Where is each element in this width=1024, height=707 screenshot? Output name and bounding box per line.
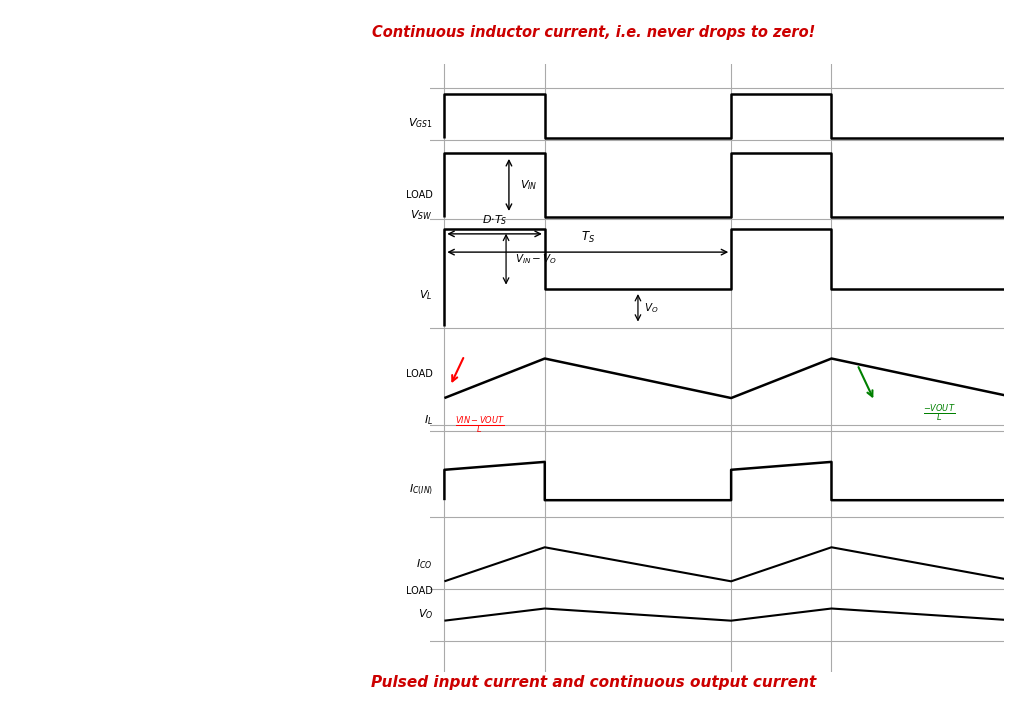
Text: $D{\cdot}T_S$: $D{\cdot}T_S$: [482, 213, 507, 226]
Text: $V_O$: $V_O$: [644, 301, 658, 315]
Text: $I_{C(IN)}$: $I_{C(IN)}$: [409, 483, 433, 497]
Text: $T_S$: $T_S$: [581, 230, 595, 245]
Text: LOAD: LOAD: [407, 585, 433, 595]
Text: LOAD: LOAD: [407, 190, 433, 200]
Text: $I_{CO}$: $I_{CO}$: [417, 557, 433, 571]
Text: Continuous inductor current, i.e. never drops to zero!: Continuous inductor current, i.e. never …: [373, 25, 815, 40]
Text: $\frac{VIN - VOUT}{L}$: $\frac{VIN - VOUT}{L}$: [456, 415, 505, 436]
Text: $\frac{-VOUT}{L}$: $\frac{-VOUT}{L}$: [923, 402, 955, 424]
Text: $V_{SW}$: $V_{SW}$: [411, 208, 433, 222]
Text: $V_L$: $V_L$: [420, 288, 433, 302]
Text: $V_{GS1}$: $V_{GS1}$: [409, 116, 433, 130]
Text: LOAD: LOAD: [407, 369, 433, 379]
Text: $I_L$: $I_L$: [424, 414, 433, 428]
Text: $V_{IN}$: $V_{IN}$: [520, 178, 538, 192]
Text: $V_{IN}-V_O$: $V_{IN}-V_O$: [515, 252, 557, 266]
Text: $V_O$: $V_O$: [418, 608, 433, 621]
Text: Pulsed input current and continuous output current: Pulsed input current and continuous outp…: [372, 675, 816, 690]
